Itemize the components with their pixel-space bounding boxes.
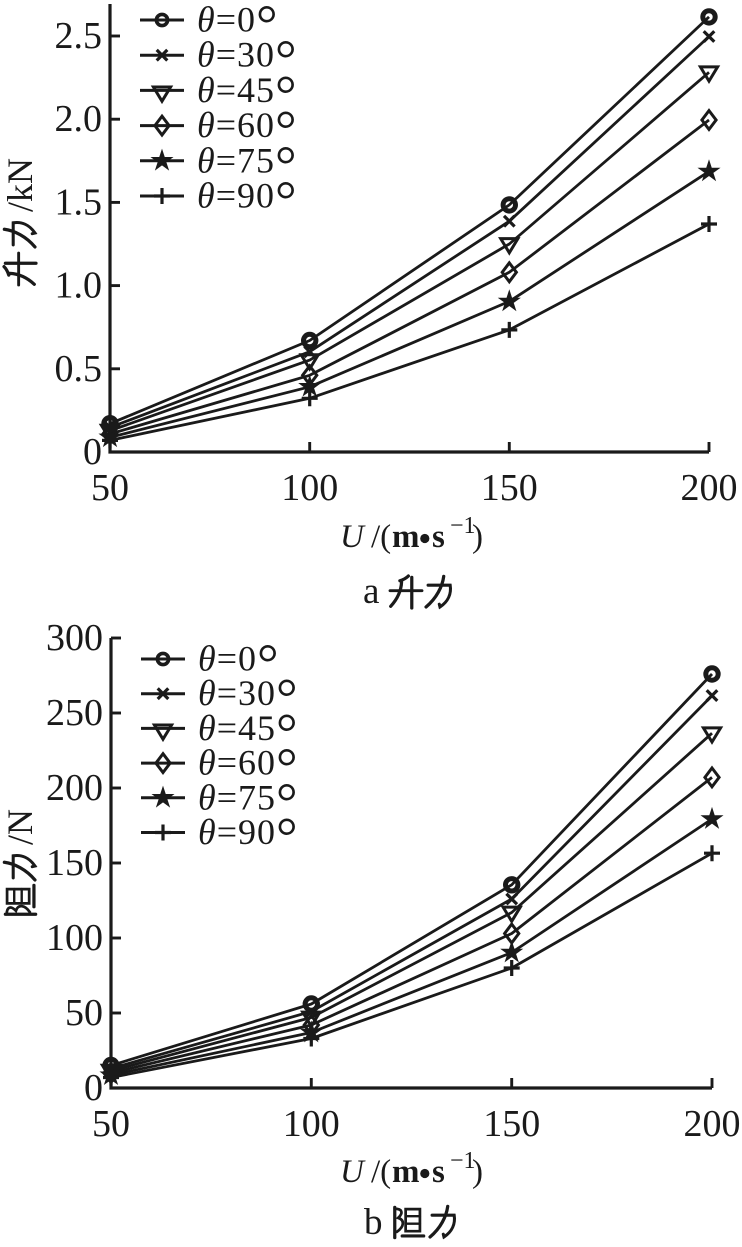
svg-text:100: 100 [46,917,103,959]
svg-text:50: 50 [91,467,129,509]
svg-text:2.5: 2.5 [55,15,103,57]
svg-text:U: U [340,519,366,555]
svg-text:1.0: 1.0 [55,265,103,307]
svg-text:): ) [472,519,483,555]
svg-text:m: m [392,519,420,555]
svg-text:100: 100 [283,1103,340,1145]
svg-text:−1: −1 [450,1148,476,1174]
svg-text:U: U [340,1154,366,1190]
svg-text:0: 0 [84,1067,103,1109]
svg-text:200: 200 [684,1103,741,1145]
svg-text:50: 50 [65,992,103,1034]
svg-text:300: 300 [46,617,103,659]
svg-text:s: s [432,519,445,555]
svg-text:0.5: 0.5 [55,348,103,390]
svg-text:250: 250 [46,692,103,734]
svg-text:b: b [364,1202,383,1242]
svg-text:/N: /N [0,809,40,845]
svg-text:/kN: /kN [0,158,40,212]
svg-text:): ) [472,1154,483,1190]
svg-text:2.0: 2.0 [55,98,103,140]
svg-text:200: 200 [46,767,103,809]
svg-text:200: 200 [681,467,738,509]
svg-text:s: s [432,1154,445,1190]
svg-text:150: 150 [483,1103,540,1145]
svg-text:50: 50 [92,1103,130,1145]
svg-text:150: 150 [481,467,538,509]
svg-text:/(: /( [371,1154,391,1190]
svg-text:a: a [363,571,379,612]
svg-text:0: 0 [83,431,102,473]
svg-text:150: 150 [46,842,103,884]
svg-text:m: m [392,1154,420,1190]
svg-text:−1: −1 [450,513,476,539]
svg-text:/(: /( [371,519,391,555]
svg-text:100: 100 [281,467,338,509]
svg-text:1.5: 1.5 [55,181,103,223]
